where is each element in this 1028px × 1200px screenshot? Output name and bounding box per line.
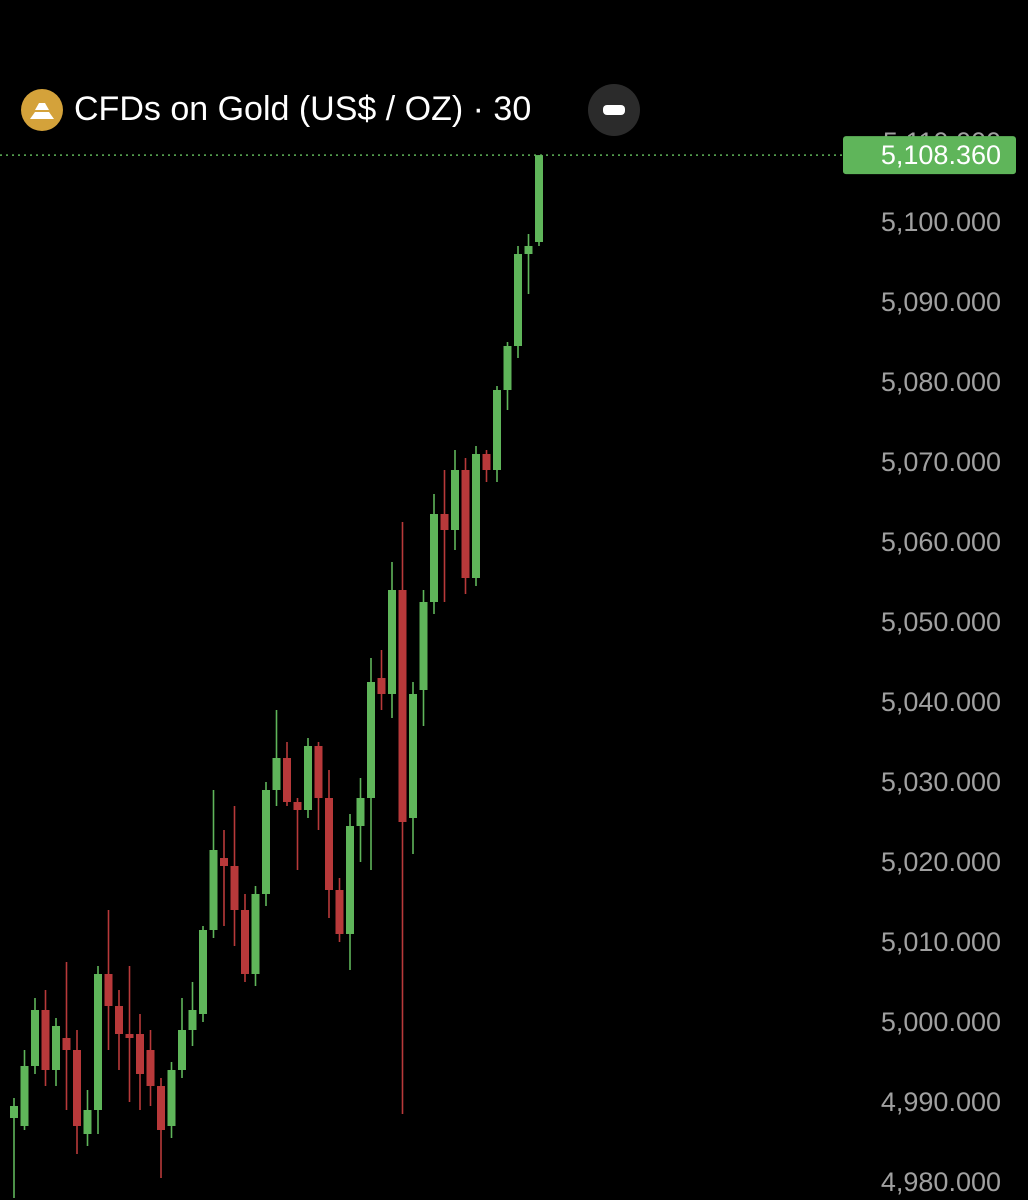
candle-body <box>73 1050 81 1126</box>
candle-body <box>482 454 491 470</box>
chart-title: CFDs on Gold (US$ / OZ) · 30 <box>74 90 531 128</box>
y-tick-label: 5,100.000 <box>881 207 1001 237</box>
candle-body <box>52 1026 60 1070</box>
candle-body <box>20 1066 29 1126</box>
candle-body <box>272 758 281 790</box>
plot: 5,108.360 <box>0 136 1016 1198</box>
y-tick-label: 5,010.000 <box>881 927 1001 957</box>
candle-body <box>472 454 480 578</box>
candle-body <box>115 1006 123 1034</box>
collapse-button[interactable] <box>588 84 640 136</box>
candle-body <box>262 790 270 894</box>
candle-body <box>493 390 501 470</box>
candle-body <box>367 682 375 798</box>
y-tick-label: 5,060.000 <box>881 527 1001 557</box>
candle-body <box>356 798 365 826</box>
candle-body <box>146 1050 155 1086</box>
candle-body <box>104 974 113 1006</box>
candle-body <box>314 746 323 798</box>
candle-body <box>409 694 417 818</box>
candle-body <box>419 602 428 690</box>
candle-body <box>31 1010 39 1066</box>
candle-body <box>440 514 449 530</box>
candle-body <box>199 930 207 1014</box>
candle-body <box>125 1034 134 1038</box>
y-tick-label: 5,040.000 <box>881 687 1001 717</box>
y-tick-label: 5,080.000 <box>881 367 1001 397</box>
candle-body <box>167 1070 176 1126</box>
candle-body <box>524 246 533 254</box>
last-price-badge <box>843 136 1016 175</box>
candle-body <box>220 858 228 866</box>
candle-body <box>461 470 470 578</box>
y-tick-label: 5,000.000 <box>881 1007 1001 1037</box>
y-tick-label: 4,990.000 <box>881 1087 1001 1117</box>
candle-body <box>346 826 354 934</box>
candle-body <box>188 1010 197 1030</box>
candle-body <box>335 890 344 934</box>
y-axis: 4,980.000 4,990.000 5,000.000 5,010.000 5,02… <box>850 127 1001 1197</box>
candle-body <box>230 866 239 910</box>
last-price-label: 5,108.360 <box>881 140 1001 170</box>
candle-body <box>62 1038 71 1050</box>
candle-body <box>157 1086 165 1130</box>
candle-body <box>209 850 218 930</box>
candle-body <box>325 798 333 890</box>
candle-body <box>451 470 459 530</box>
candle-body <box>178 1030 186 1070</box>
candle-body <box>41 1010 50 1070</box>
candle-body <box>304 746 312 810</box>
candle-body <box>241 910 249 974</box>
y-tick-label: 5,050.000 <box>881 607 1001 637</box>
candle-body <box>398 590 407 822</box>
candle-body <box>535 155 543 242</box>
y-tick-label: 5,030.000 <box>881 767 1001 797</box>
candle-body <box>388 590 396 694</box>
candle-body <box>293 802 302 810</box>
y-tick-label: 4,980.000 <box>881 1167 1001 1197</box>
candle-body <box>503 346 512 390</box>
y-tick-label: 5,020.000 <box>881 847 1001 877</box>
candle-body <box>94 974 102 1110</box>
y-tick-label: 5,070.000 <box>881 447 1001 477</box>
symbol-icon <box>21 89 63 131</box>
candle-body <box>430 514 438 602</box>
candle-body <box>136 1034 144 1074</box>
candle-body <box>83 1110 92 1134</box>
y-tick-label: 5,090.000 <box>881 287 1001 317</box>
candle-body <box>283 758 291 802</box>
candle-body <box>10 1106 18 1118</box>
candle-body <box>251 894 260 974</box>
candle-body <box>514 254 522 346</box>
candle-body <box>377 678 386 694</box>
